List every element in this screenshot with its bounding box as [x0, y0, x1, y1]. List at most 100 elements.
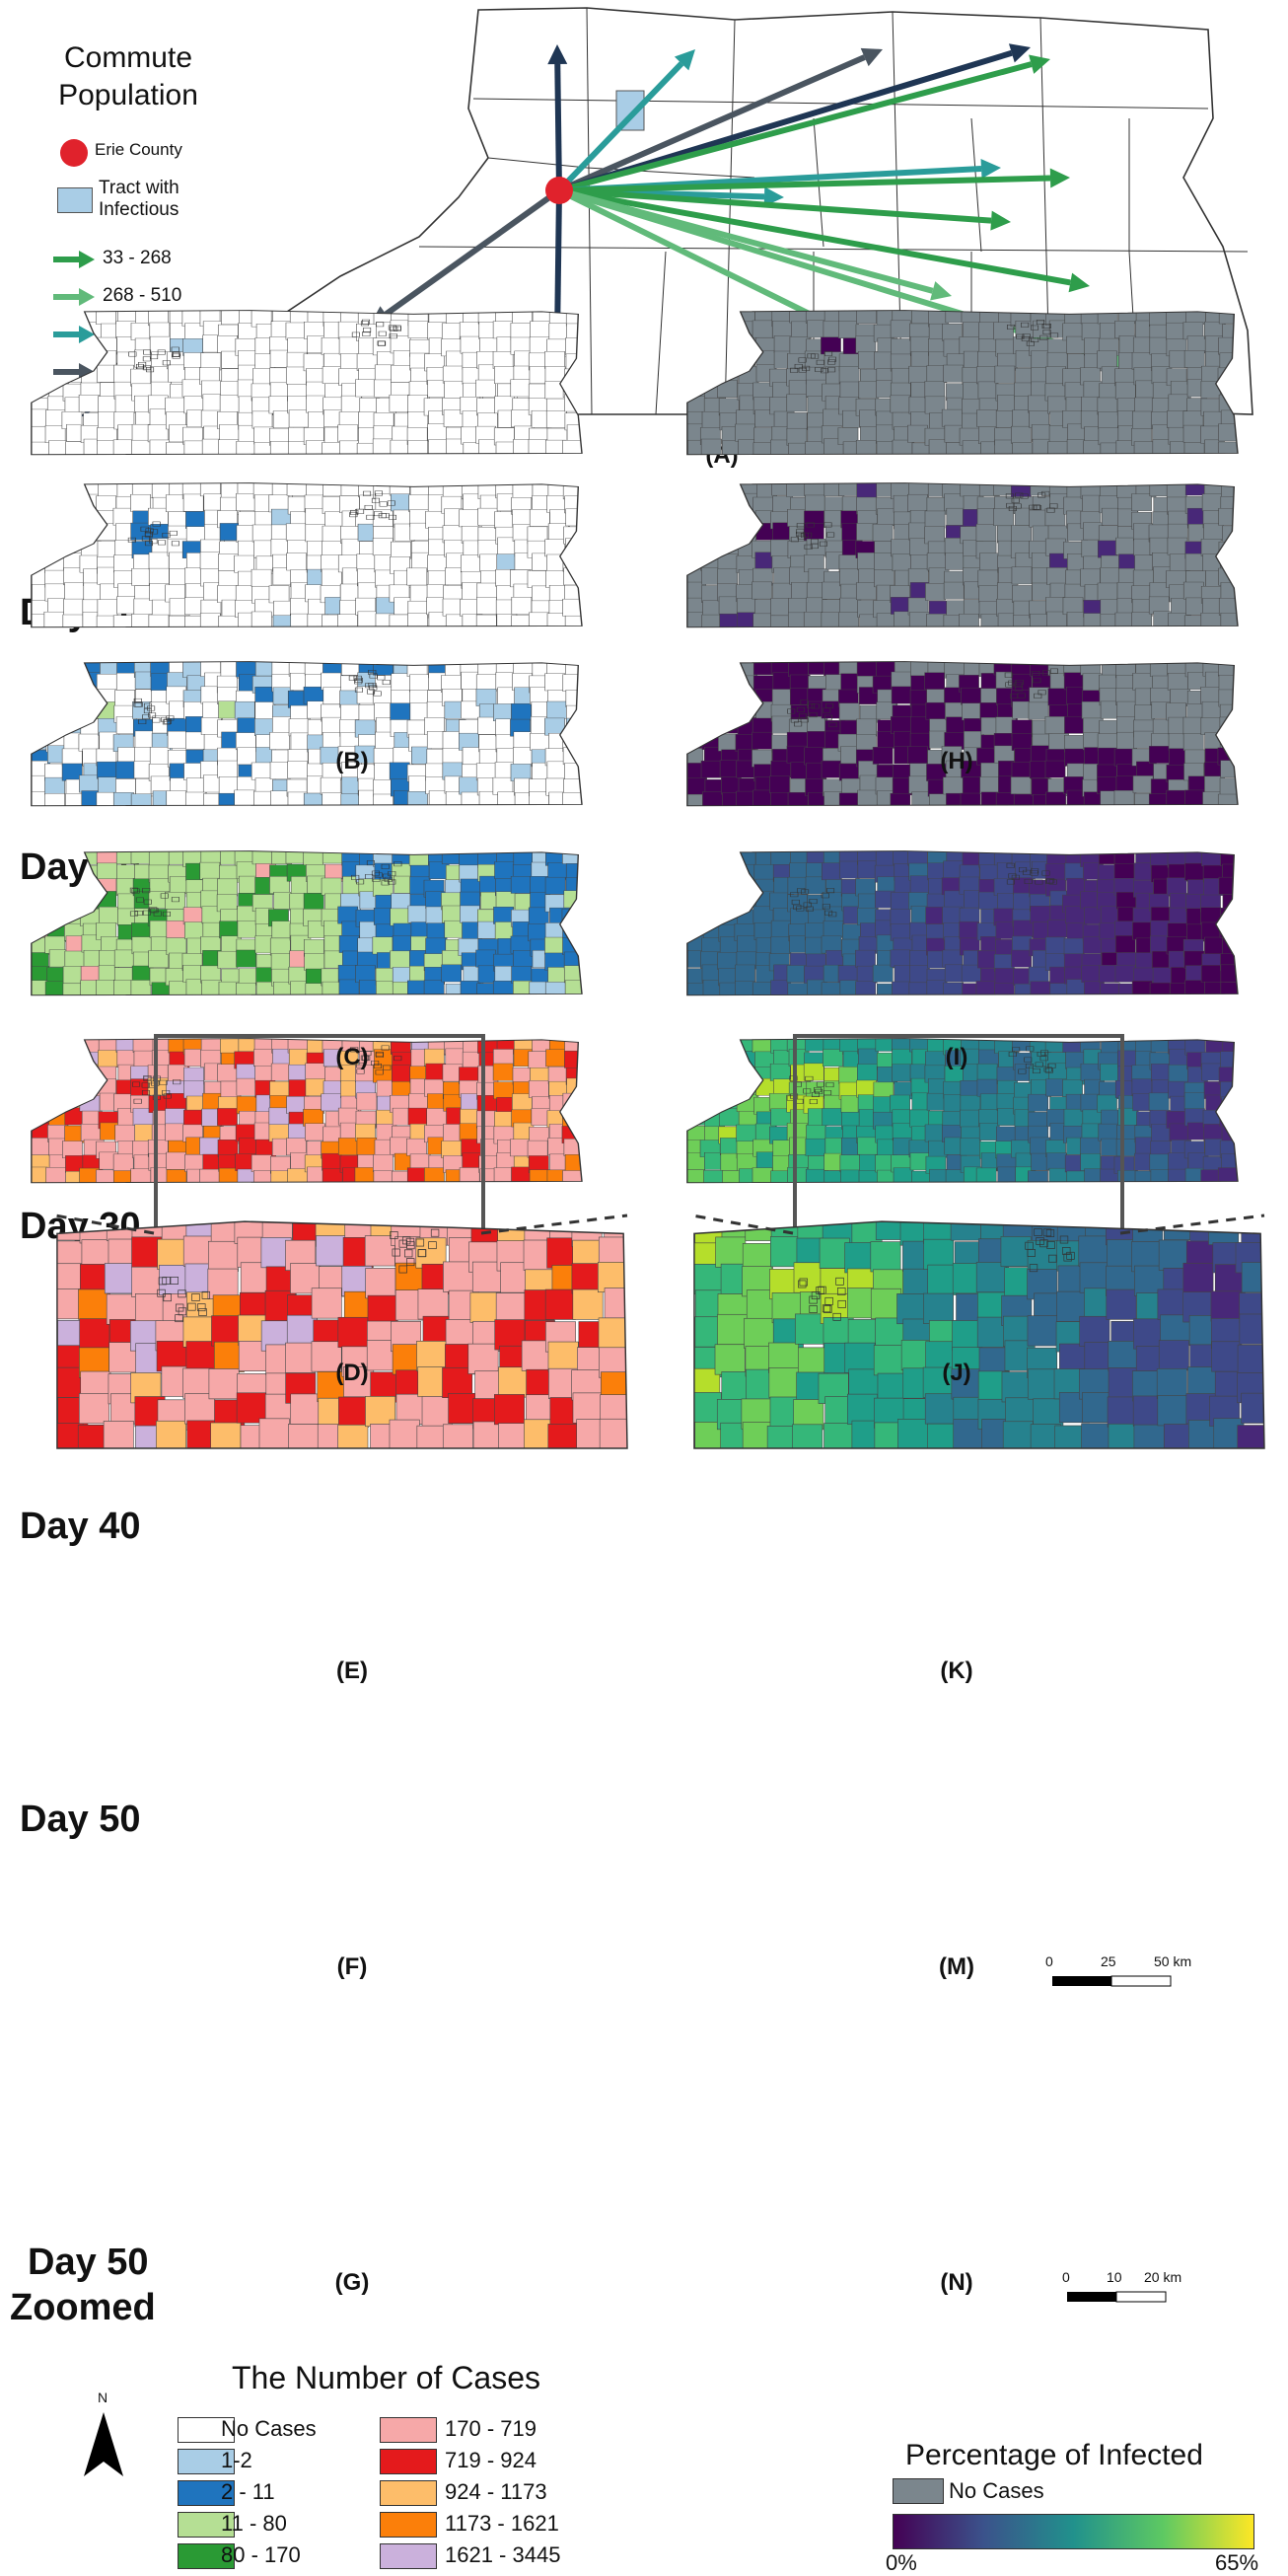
urban-tract [153, 911, 162, 917]
urban-tract [150, 908, 159, 914]
urban-tract [379, 501, 388, 507]
urban-tract [814, 1087, 823, 1093]
commute-arrow-shaft [558, 187, 1071, 286]
census-tract [104, 1263, 135, 1294]
cases-map-zoomed [56, 1220, 628, 1449]
urban-tract [1042, 324, 1051, 329]
urban-tract [363, 490, 372, 496]
census-tract [890, 792, 911, 806]
urban-tract [361, 319, 371, 325]
cases-legend-title: The Number of Cases [232, 2360, 541, 2395]
urban-tract [369, 673, 378, 679]
cases-legend-swatch [380, 2512, 437, 2538]
urban-tract [1008, 1052, 1017, 1058]
urban-tract [362, 331, 371, 336]
urban-tract [381, 863, 390, 869]
census-tract [148, 614, 170, 627]
county-boundary [686, 482, 1239, 628]
commute-arrow-shaft [558, 175, 1051, 193]
commute-range-arrow-icon [53, 288, 95, 306]
urban-tract [796, 531, 805, 537]
urban-tract [145, 528, 154, 534]
urban-tract [363, 1050, 372, 1056]
urban-tract [811, 1092, 821, 1097]
census-tract [442, 1424, 473, 1448]
urban-tract [142, 714, 151, 720]
urban-tract [803, 1088, 812, 1094]
urban-tract [1035, 879, 1043, 885]
urban-tract [150, 354, 159, 360]
commute-arrow-shaft [384, 187, 561, 317]
census-tract [423, 980, 445, 995]
census-tract [79, 1318, 110, 1350]
urban-tract [821, 368, 829, 374]
urban-tract [1050, 332, 1059, 338]
urban-tract [1008, 680, 1017, 686]
urban-tract [796, 523, 805, 529]
cases-legend-label: 1621 - 3445 [445, 2542, 561, 2567]
urban-tract [1038, 492, 1046, 498]
day-label-50: Day 50 [20, 1799, 141, 1840]
day-label-40: Day 40 [20, 1506, 141, 1547]
urban-tract [159, 1079, 168, 1085]
cases-legend-label: 2 - 11 [221, 2479, 275, 2504]
urban-tract [824, 910, 833, 916]
urban-tract [798, 713, 807, 719]
urban-tract [796, 529, 805, 535]
urban-tract [148, 712, 157, 718]
census-tract [856, 310, 877, 325]
urban-tract [1039, 1056, 1048, 1062]
day-label-50-zoomed-line2: Zoomed [10, 2287, 156, 2328]
urban-tract [364, 504, 373, 510]
urban-tract [374, 490, 383, 496]
urban-tract [1042, 330, 1051, 335]
urban-tract [372, 876, 381, 882]
urban-tract [134, 701, 143, 707]
urban-tract [366, 860, 375, 866]
census-tract [1028, 701, 1049, 720]
urban-tract [807, 703, 816, 709]
urban-tract [1031, 337, 1039, 342]
census-tract [338, 1396, 370, 1428]
urban-tract [160, 893, 169, 899]
urban-tract [366, 689, 376, 695]
county-boundary [686, 661, 1239, 807]
commute-arrow-shaft [557, 54, 866, 193]
census-tract [1044, 760, 1066, 778]
urban-tract [368, 683, 377, 688]
urban-tract [371, 870, 380, 876]
urban-tract [138, 719, 147, 724]
urban-tract [143, 1075, 152, 1081]
urban-tract [1008, 873, 1017, 879]
urban-tract [805, 906, 814, 912]
census-tract [421, 1396, 453, 1428]
panel-label-g: (G) [334, 2269, 370, 2296]
urban-tract [163, 718, 173, 724]
urban-tract [1033, 678, 1041, 684]
urban-tract [1025, 1064, 1034, 1068]
cases-map-f [31, 1038, 583, 1184]
urban-tract [382, 680, 391, 686]
urban-tract [823, 1090, 832, 1096]
urban-tract [1032, 671, 1040, 677]
urban-tract [1038, 690, 1046, 696]
urban-tract [811, 353, 820, 359]
urban-tract [810, 539, 820, 545]
urban-tract [809, 1099, 818, 1105]
scale-bar-main [1052, 1975, 1172, 1987]
urban-tract [1026, 340, 1035, 346]
urban-tract [127, 537, 136, 543]
census-tract [130, 793, 152, 806]
cases-legend-label: 719 - 924 [445, 2448, 537, 2472]
panel-label-i: (I) [945, 1044, 968, 1070]
urban-tract [1006, 862, 1015, 868]
cases-legend-label: 1-2 [221, 2448, 252, 2472]
panel-label-d: (D) [335, 1360, 369, 1386]
commute-arrow-head [1068, 272, 1090, 293]
census-tract [1011, 566, 1033, 585]
commute-range-label: 268 - 510 [103, 285, 182, 306]
urban-tract [351, 331, 360, 337]
pct-max-label: 65% [1215, 2550, 1259, 2575]
urban-tract [798, 357, 807, 363]
